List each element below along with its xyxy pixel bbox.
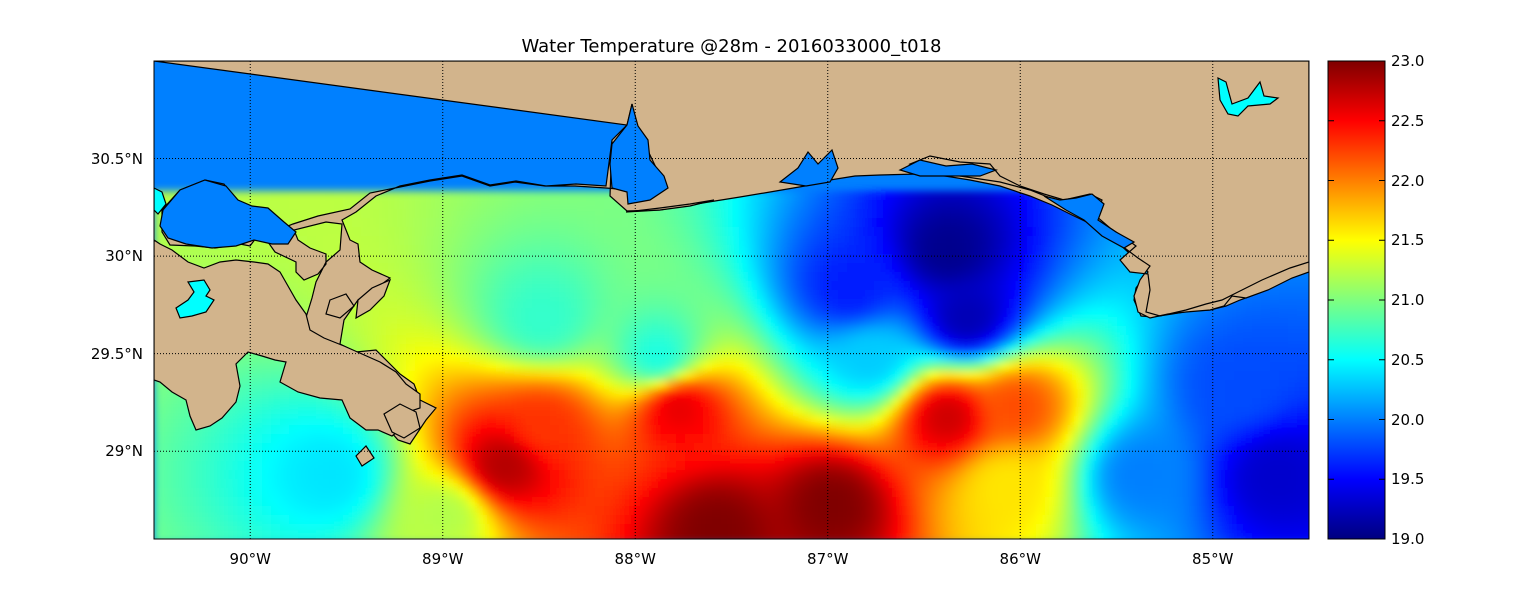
colorbar-tick-label: 20.5 [1391, 350, 1425, 369]
y-tick-label: 29°N [105, 442, 143, 461]
lake-east-bay [1217, 76, 1280, 117]
lake-west [154, 187, 167, 215]
colorbar-tick-label: 22.0 [1391, 171, 1425, 190]
x-tick-label: 88°W [614, 550, 656, 568]
colorbar-tick-label: 19.0 [1391, 530, 1425, 548]
y-tick-label: 30°N [105, 247, 143, 266]
lake-pontchartrain [159, 179, 297, 249]
x-tick-label: 85°W [1192, 550, 1234, 568]
chart-title: Water Temperature @28m - 2016033000_t018 [521, 36, 942, 57]
colorbar-tick-label: 23.0 [1391, 52, 1425, 70]
colorbar-ticks [1328, 60, 1385, 540]
lake-salvador [175, 279, 215, 319]
colorbar-tick-label: 19.5 [1391, 470, 1425, 489]
y-tick-label: 29.5°N [90, 344, 143, 363]
colorbar-tick-label: 22.5 [1391, 111, 1425, 130]
colorbar-tick-label: 20.0 [1391, 410, 1425, 429]
barrier-island [625, 199, 715, 213]
choctawhatchee-bay [898, 159, 999, 177]
x-tick-label: 89°W [422, 550, 464, 568]
st-andrew-bay [1043, 193, 1136, 249]
y-tick-label: 30.5°N [90, 149, 143, 168]
x-tick-label: 86°W [999, 550, 1041, 568]
map-frame [153, 60, 1310, 540]
colorbar-tick-label: 21.5 [1391, 231, 1425, 250]
x-tick-label: 87°W [807, 550, 849, 568]
colorbar-tick-label: 21.0 [1391, 291, 1425, 309]
graticule [154, 61, 1309, 539]
land-birdsfoot [325, 278, 421, 467]
mobile-bay [609, 103, 669, 205]
land-florida-panhandle [908, 61, 1309, 319]
colorbar [1327, 60, 1386, 540]
x-tick-label: 90°W [229, 550, 271, 568]
